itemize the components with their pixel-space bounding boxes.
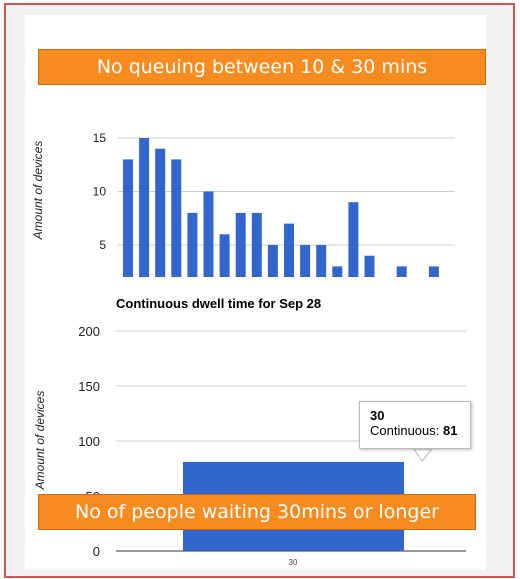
- chart-1-ytick-label: 10: [93, 185, 107, 199]
- chart-2-ytick-label: 100: [78, 434, 100, 449]
- chart-1-bar[interactable]: [332, 266, 343, 277]
- chart-1-bar[interactable]: [123, 159, 133, 277]
- chart-1-bar[interactable]: [364, 255, 375, 277]
- chart-2-title: Continuous dwell time for Sep 28: [116, 296, 321, 311]
- chart-1-bar[interactable]: [235, 212, 246, 277]
- tooltip-category: 30: [370, 408, 385, 423]
- bottom-banner: No of people waiting 30mins or longer: [38, 494, 476, 530]
- tooltip-series-label: Continuous:: [370, 423, 440, 438]
- chart-1-bar[interactable]: [348, 202, 359, 277]
- chart-1-ylabel: Amount of devices: [31, 141, 45, 241]
- chart-2-ytick-label: 150: [78, 379, 100, 394]
- chart-1-bar[interactable]: [171, 159, 182, 277]
- chart-2-ytick-label: 200: [78, 324, 100, 339]
- chart-1-bar[interactable]: [187, 212, 198, 277]
- chart-1: 5 10 15 Amount of devices: [31, 131, 455, 277]
- chart-1-ytick-label: 5: [99, 238, 106, 252]
- tooltip-pointer: [413, 448, 434, 462]
- tooltip-value: 81: [443, 423, 458, 438]
- chart-1-bar[interactable]: [396, 266, 407, 277]
- chart-1-bar[interactable]: [203, 191, 214, 278]
- chart-1-bar[interactable]: [428, 266, 439, 277]
- top-banner: No queuing between 10 & 30 mins: [38, 49, 486, 85]
- chart-1-bar[interactable]: [316, 245, 327, 277]
- chart-2-ytick-label: 0: [93, 544, 100, 559]
- chart-2-ylabel: Amount of devices: [33, 391, 47, 491]
- chart-1-bar[interactable]: [155, 148, 166, 277]
- chart-1-bar[interactable]: [139, 138, 150, 277]
- chart-1-bar[interactable]: [284, 223, 294, 277]
- chart-1-ytick-label: 15: [93, 131, 107, 145]
- chart-2-xtick-label: 30: [289, 558, 298, 567]
- chart-1-bar[interactable]: [300, 245, 311, 277]
- chart-tooltip: 30 Continuous: 81: [359, 401, 471, 449]
- chart-1-bar[interactable]: [251, 212, 262, 277]
- chart-1-bar[interactable]: [219, 234, 230, 277]
- chart-1-bar[interactable]: [267, 245, 278, 277]
